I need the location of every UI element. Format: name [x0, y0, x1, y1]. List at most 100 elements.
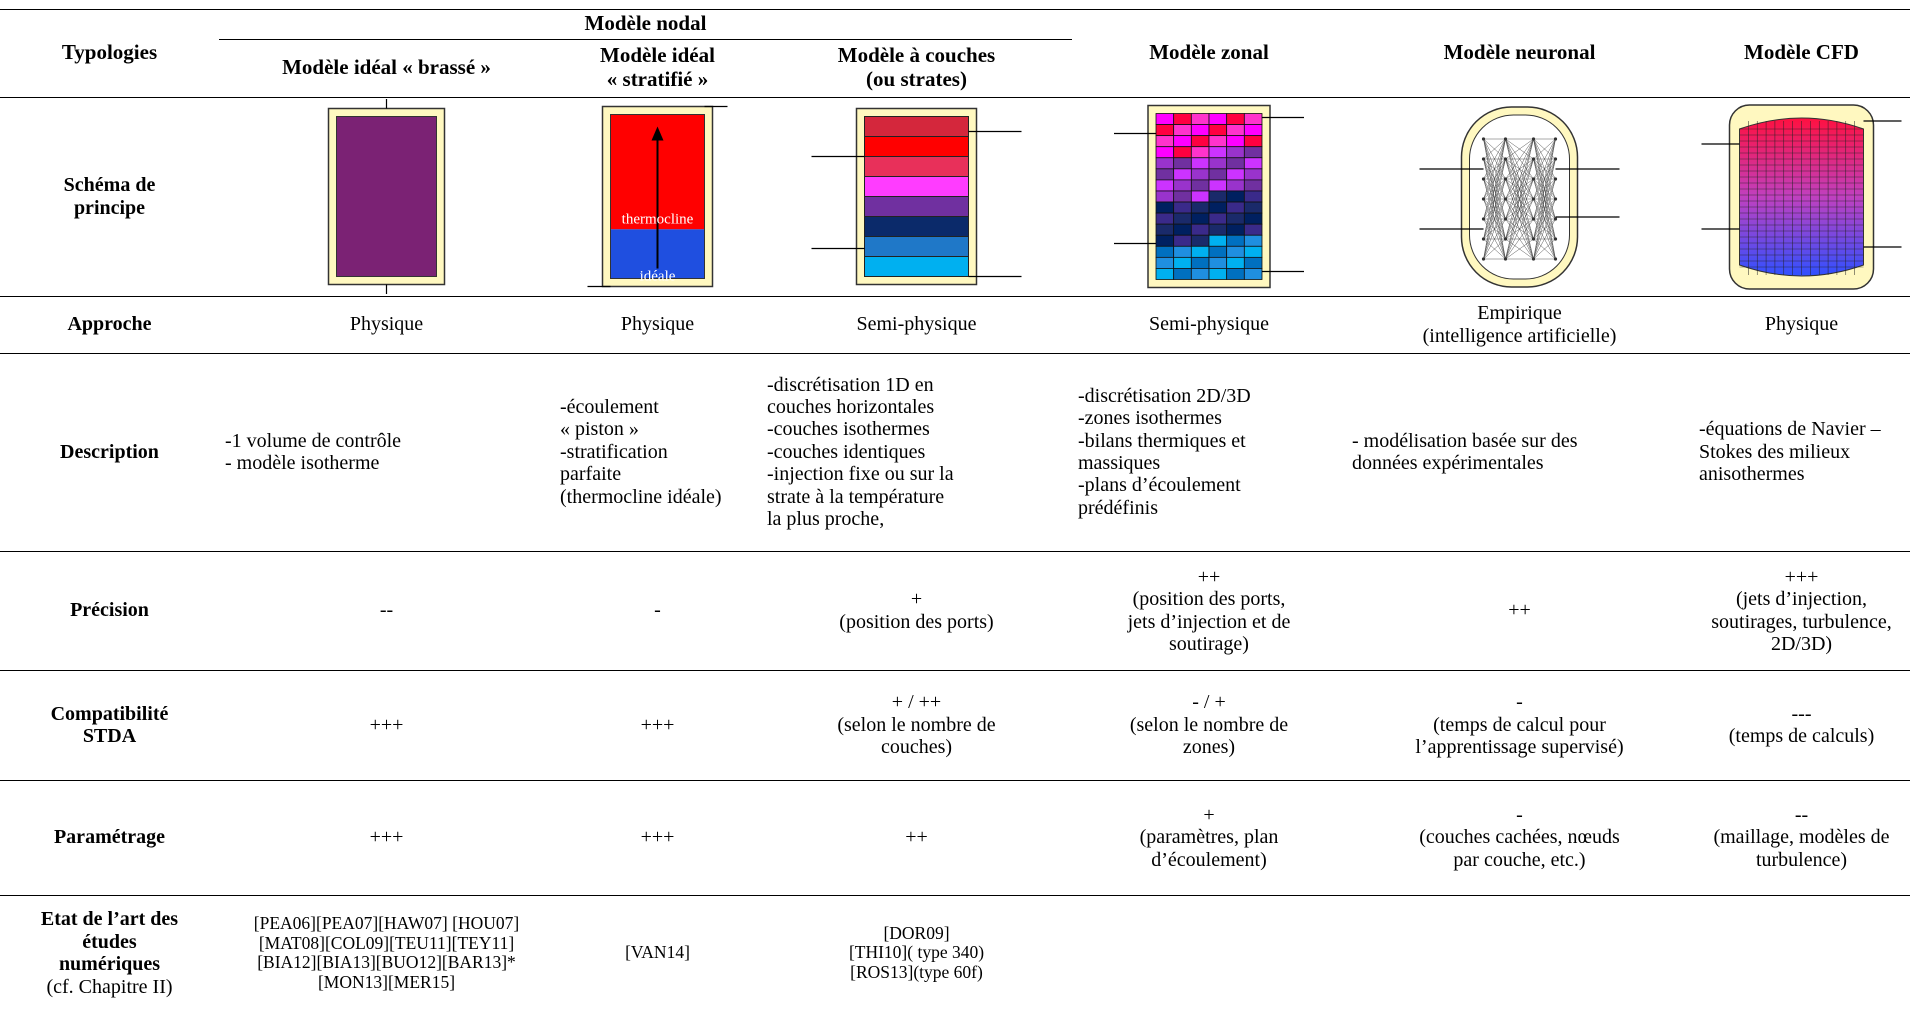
diagram-label: thermocline	[622, 211, 694, 227]
neuron	[1531, 257, 1536, 261]
diagram	[1701, 104, 1902, 290]
row-label: Compatibilité STDA	[0, 669, 219, 780]
zone	[1208, 212, 1228, 225]
zone	[1190, 190, 1210, 203]
zone	[1226, 201, 1245, 214]
zone	[1208, 201, 1228, 214]
zone	[1226, 146, 1245, 159]
schema-cell: thermocline idéale	[554, 96, 761, 296]
table-cell: + (position des ports)	[761, 550, 1072, 670]
network-link	[1533, 138, 1556, 260]
network-link	[1533, 138, 1556, 200]
table-cell: ++	[761, 779, 1072, 895]
network-link	[1483, 158, 1506, 260]
diagram	[1419, 106, 1620, 288]
zone	[1243, 223, 1263, 236]
zone	[1243, 179, 1263, 192]
table-cell: -	[554, 550, 761, 670]
row-note: (cf. Chapitre II)	[46, 975, 173, 998]
neuron	[1481, 197, 1486, 201]
zone	[1173, 268, 1192, 280]
network-link	[1505, 158, 1534, 260]
zone	[1190, 268, 1210, 280]
zone	[1226, 234, 1245, 247]
zone	[1190, 168, 1210, 181]
zone	[1243, 245, 1263, 258]
network-link	[1505, 138, 1534, 260]
zone	[1155, 256, 1175, 269]
table-row: Paramétrage +++ +++ ++ + (paramètres, plan d…	[0, 779, 1910, 895]
network-link	[1505, 198, 1534, 260]
zone	[1226, 179, 1245, 192]
zone	[1190, 146, 1210, 159]
top-rule	[0, 9, 1910, 10]
zone	[1226, 256, 1245, 269]
row-label: Schéma de principe	[0, 96, 219, 296]
zone	[1243, 157, 1263, 170]
zone	[1243, 135, 1263, 148]
zone	[1173, 234, 1192, 247]
zone	[1243, 234, 1263, 247]
network-link	[1505, 138, 1534, 180]
zone	[1155, 190, 1175, 203]
header-cell: Modèle zonal	[1149, 40, 1269, 65]
network-link	[1505, 138, 1534, 160]
layer	[864, 256, 969, 277]
table-cell: +++	[219, 779, 554, 895]
zone	[1173, 179, 1192, 192]
zone	[1243, 168, 1263, 181]
table-cell: - modélisation basée sur des données exp…	[1346, 352, 1693, 551]
zone	[1208, 256, 1228, 269]
neuron	[1481, 177, 1486, 181]
network-link	[1483, 138, 1506, 260]
neuron	[1503, 237, 1508, 241]
header-cell: Modèle à couches (ou strates)	[837, 43, 996, 91]
network-link	[1483, 138, 1506, 200]
network-link	[1483, 138, 1506, 240]
table-cell: [VAN14]	[554, 894, 761, 1011]
zone	[1190, 234, 1210, 247]
zone	[1155, 223, 1175, 236]
neuron	[1481, 137, 1486, 141]
zone	[1190, 124, 1210, 137]
neuron	[1531, 157, 1536, 161]
network-link	[1505, 238, 1534, 260]
zone	[1190, 212, 1210, 225]
table-cell: - (couches cachées, nœuds par couche, et…	[1346, 779, 1693, 895]
zone	[1226, 124, 1245, 137]
zone	[1243, 190, 1263, 203]
row-label: Approche	[0, 295, 219, 353]
zone	[1243, 212, 1263, 225]
zone	[1226, 223, 1245, 236]
zone	[1226, 168, 1245, 181]
neuron	[1531, 217, 1536, 221]
table-row: Description -1 volume de contrôle - modèl…	[0, 352, 1910, 551]
header-cell: Modèle neuronal	[1443, 40, 1596, 65]
network-link	[1533, 158, 1556, 260]
network-link	[1533, 138, 1556, 180]
zone	[1208, 146, 1228, 159]
zone	[1155, 212, 1175, 225]
network-link	[1533, 198, 1556, 260]
table-body: Typologies Modèle nodal Modèle zonal Modèle…	[0, 10, 1910, 1011]
tank-fluid	[336, 116, 437, 277]
table-cell: -équations de Navier – Stokes des milieu…	[1693, 352, 1910, 551]
network-link	[1483, 138, 1506, 180]
zone	[1208, 157, 1228, 170]
table-row: Etat de l’art des études numériques (cf.…	[0, 894, 1910, 1011]
table-cell: ++	[1346, 550, 1693, 670]
table-cell: -- (maillage, modèles de turbulence)	[1693, 779, 1910, 895]
zone	[1173, 168, 1192, 181]
network-link	[1505, 178, 1534, 260]
neuron	[1503, 257, 1508, 261]
network-link	[1533, 138, 1556, 240]
table-row: Compatibilité STDA +++ +++ + / ++ (selon le…	[0, 669, 1910, 780]
arrow-head	[651, 126, 664, 141]
layer	[864, 196, 969, 217]
table-cell: Empirique (intelligence artificielle)	[1346, 295, 1693, 353]
diagram	[1114, 104, 1304, 289]
header-cell: Modèle CFD	[1744, 40, 1859, 65]
zone	[1243, 256, 1263, 269]
network-link	[1483, 138, 1506, 160]
